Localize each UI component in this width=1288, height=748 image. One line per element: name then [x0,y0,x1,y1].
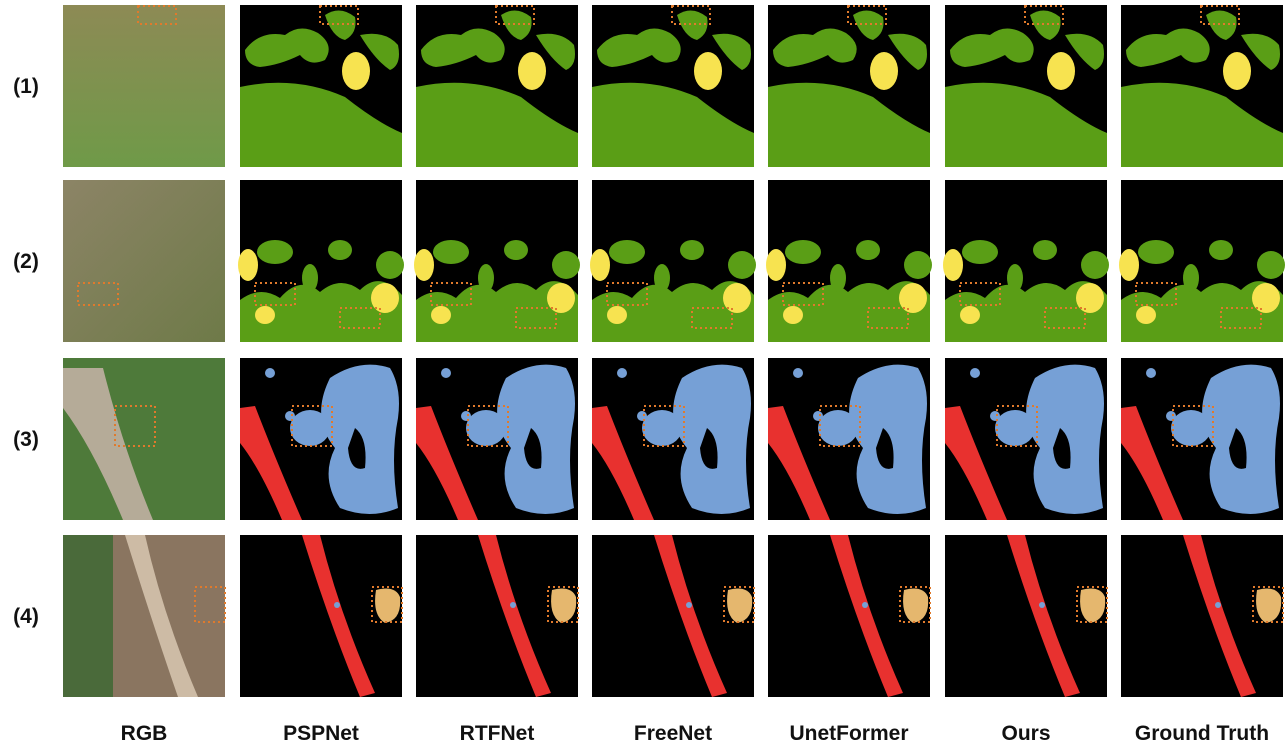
rgb-image [63,535,225,697]
segmentation-map [592,5,754,167]
segmentation-map [945,5,1107,167]
row-label: (2) [13,250,39,273]
segmentation-map [592,535,754,697]
page: {"row_labels": ["(1)", "(2)", "(3)", "(4… [0,0,1288,748]
segmentation-map [240,535,402,697]
segmentation-map [945,358,1107,520]
segmentation-map [238,180,404,342]
segmentation-map [1121,358,1283,520]
segmentation-map [240,358,402,520]
column-label: UnetFormer [789,722,908,745]
column-label: FreeNet [634,722,712,745]
rgb-image [63,180,225,342]
segmentation-map [768,535,930,697]
segmentation-map [240,5,402,167]
segmentation-map [766,180,932,342]
segmentation-map [1121,5,1283,167]
segmentation-map [945,535,1107,697]
segmentation-map [416,358,578,520]
segmentation-map [1121,535,1283,697]
segmentation-map [943,180,1109,342]
figure: (1) (2) (3) (4) RGB PSPNet RTFNet FreeNet UnetFo… [0,0,1288,748]
segmentation-map [416,535,578,697]
row-label: (4) [13,605,39,628]
segmentation-map [590,180,756,342]
segmentation-map [592,358,754,520]
row-label: (3) [13,428,39,451]
column-label: RTFNet [460,722,535,745]
column-label: Ground Truth [1135,722,1269,745]
segmentation-map [768,358,930,520]
segmentation-map [768,5,930,167]
column-label: PSPNet [283,722,359,745]
column-label: Ours [1001,722,1050,745]
segmentation-map [416,5,578,167]
segmentation-map [414,180,580,342]
column-label: RGB [121,722,168,745]
row-label: (1) [13,75,39,98]
segmentation-map [1119,180,1285,342]
rgb-image [63,358,225,520]
rgb-image [63,5,225,167]
